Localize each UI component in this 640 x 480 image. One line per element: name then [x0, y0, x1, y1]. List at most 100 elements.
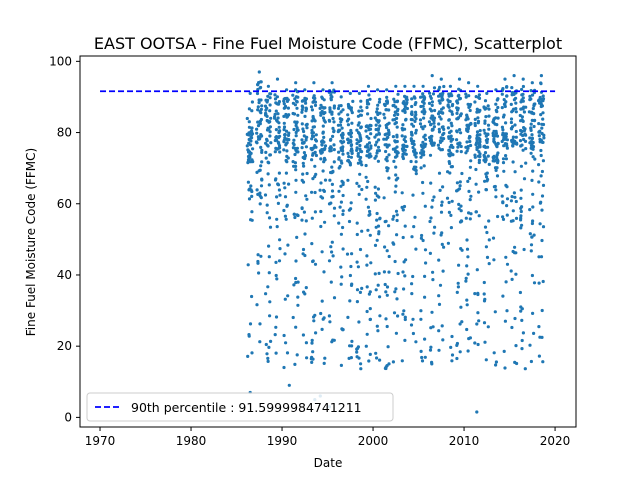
data-point: [478, 154, 482, 159]
data-point: [340, 126, 344, 130]
data-point: [442, 245, 446, 249]
data-point: [467, 94, 471, 98]
data-point: [458, 180, 462, 184]
data-point: [530, 178, 534, 182]
data-point: [447, 200, 451, 205]
data-point: [392, 311, 397, 315]
data-point: [524, 105, 528, 109]
data-point: [384, 149, 388, 154]
data-point: [383, 116, 387, 120]
data-point: [332, 120, 336, 124]
data-point: [421, 104, 425, 108]
data-point: [365, 254, 369, 258]
data-point: [395, 99, 400, 103]
data-point: [505, 204, 509, 208]
data-point: [540, 335, 544, 339]
data-point: [360, 187, 364, 192]
data-point: [414, 117, 418, 121]
data-point: [395, 154, 399, 158]
data-point: [410, 235, 414, 239]
data-point: [521, 148, 525, 152]
data-point: [530, 137, 534, 141]
data-point: [432, 231, 436, 235]
data-point: [419, 236, 423, 240]
data-point: [501, 87, 505, 91]
data-point: [410, 118, 414, 122]
data-point: [465, 238, 469, 242]
data-point: [348, 299, 352, 303]
data-point: [483, 119, 487, 123]
data-point: [423, 133, 427, 137]
data-point: [277, 125, 281, 129]
data-point: [355, 138, 359, 142]
data-point: [423, 274, 427, 278]
data-point: [437, 294, 441, 298]
data-point: [349, 207, 353, 211]
data-point: [355, 355, 359, 359]
data-point: [300, 122, 304, 126]
data-point: [332, 129, 336, 133]
data-point: [482, 145, 486, 149]
data-point: [537, 255, 541, 259]
data-point: [329, 98, 333, 102]
data-point: [505, 85, 509, 89]
data-point: [409, 323, 414, 327]
data-point: [273, 333, 277, 337]
data-point: [266, 359, 270, 363]
data-point: [475, 147, 479, 152]
data-point: [395, 213, 399, 217]
data-point: [432, 121, 436, 125]
data-point: [392, 159, 396, 163]
data-point: [347, 160, 351, 164]
data-point: [267, 271, 271, 275]
data-point: [349, 143, 354, 147]
data-point: [332, 160, 336, 164]
data-point: [312, 81, 316, 85]
y-tick-label: 0: [64, 410, 72, 424]
data-point: [265, 139, 269, 143]
data-point: [428, 251, 432, 255]
data-point: [294, 164, 298, 168]
data-point: [541, 97, 546, 101]
data-point: [357, 320, 361, 324]
data-point: [465, 303, 469, 307]
data-point: [300, 108, 304, 112]
data-point: [349, 135, 353, 139]
x-tick-label: 2020: [540, 434, 571, 448]
data-point: [478, 133, 482, 137]
data-point: [293, 362, 297, 366]
data-point: [436, 112, 441, 116]
data-point: [384, 317, 388, 321]
data-point: [302, 164, 306, 168]
data-point: [395, 297, 399, 301]
data-point: [275, 195, 279, 199]
data-point: [268, 225, 273, 229]
data-point: [378, 358, 382, 362]
data-point: [355, 350, 359, 354]
data-point: [305, 356, 309, 360]
data-point: [520, 223, 524, 227]
data-point: [469, 194, 473, 198]
data-point: [430, 109, 434, 113]
data-point: [275, 77, 280, 81]
data-point: [411, 331, 415, 336]
data-point: [269, 339, 273, 343]
data-point: [429, 181, 433, 185]
data-point: [376, 103, 380, 107]
data-point: [374, 154, 378, 158]
data-point: [464, 279, 468, 283]
data-point: [355, 146, 359, 150]
data-point: [304, 101, 308, 105]
data-point: [294, 325, 298, 329]
data-point: [539, 255, 544, 259]
data-point: [304, 138, 308, 142]
data-point: [494, 360, 498, 364]
data-point: [504, 255, 508, 259]
data-point: [509, 219, 513, 223]
data-point: [484, 172, 488, 176]
data-point: [377, 138, 381, 142]
data-point: [349, 283, 354, 287]
data-point: [301, 247, 306, 252]
data-point: [387, 224, 391, 228]
data-point: [457, 142, 462, 147]
